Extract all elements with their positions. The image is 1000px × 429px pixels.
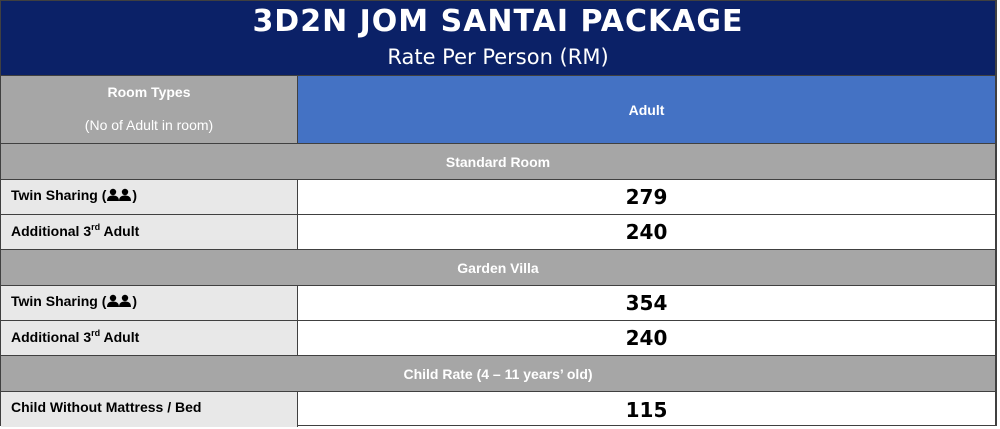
package-title: 3D2N JOM SANTAI PACKAGE (252, 4, 744, 39)
table-row: Additional 3rd Adult 240 (1, 321, 995, 356)
rate-value: 354 (625, 291, 668, 315)
additional-adult-label: Additional 3 (11, 223, 92, 239)
twin-sharing-label: Twin Sharing ( (11, 187, 107, 203)
row-label: Additional 3rd Adult (1, 321, 298, 355)
table-row: Twin Sharing () 354 (1, 286, 995, 321)
section-standard-room: Standard Room (1, 144, 995, 180)
row-label: Additional 3rd Adult (1, 215, 298, 249)
room-types-label: Room Types (107, 84, 191, 100)
two-persons-icon (106, 294, 132, 311)
additional-adult-label-end: Adult (100, 223, 140, 239)
column-header-row: Room Types (No of Adult in room) Adult (1, 76, 995, 144)
ordinal-suffix: rd (91, 328, 101, 338)
rate-value: 279 (625, 185, 668, 209)
room-types-sublabel: (No of Adult in room) (84, 117, 214, 133)
row-label: Twin Sharing () (1, 180, 298, 214)
adult-header: Adult (298, 76, 995, 143)
room-types-header: Room Types (No of Adult in room) (1, 76, 298, 143)
rate-value: 115 (625, 397, 668, 422)
additional-adult-label: Additional 3 (11, 329, 92, 345)
row-label: Child Without Mattress / Bed (1, 392, 298, 427)
rate-value: 240 (625, 220, 668, 244)
row-label: Twin Sharing () (1, 286, 298, 320)
twin-sharing-label: Twin Sharing ( (11, 293, 107, 309)
section-garden-villa: Garden Villa (1, 250, 995, 286)
package-header: 3D2N JOM SANTAI PACKAGE Rate Per Person … (1, 1, 995, 76)
additional-adult-label-end: Adult (100, 329, 140, 345)
section-child-rate: Child Rate (4 – 11 years’ old) (1, 356, 995, 392)
table-row: Twin Sharing () 279 (1, 180, 995, 215)
table-row: Additional 3rd Adult 240 (1, 215, 995, 250)
two-persons-icon (106, 188, 132, 205)
ordinal-suffix: rd (91, 222, 101, 232)
rate-value: 240 (625, 326, 668, 350)
twin-sharing-close: ) (132, 293, 138, 309)
twin-sharing-close: ) (132, 187, 138, 203)
table-row: Child Without Mattress / Bed 115 (1, 392, 995, 427)
package-subtitle: Rate Per Person (RM) (387, 45, 609, 69)
